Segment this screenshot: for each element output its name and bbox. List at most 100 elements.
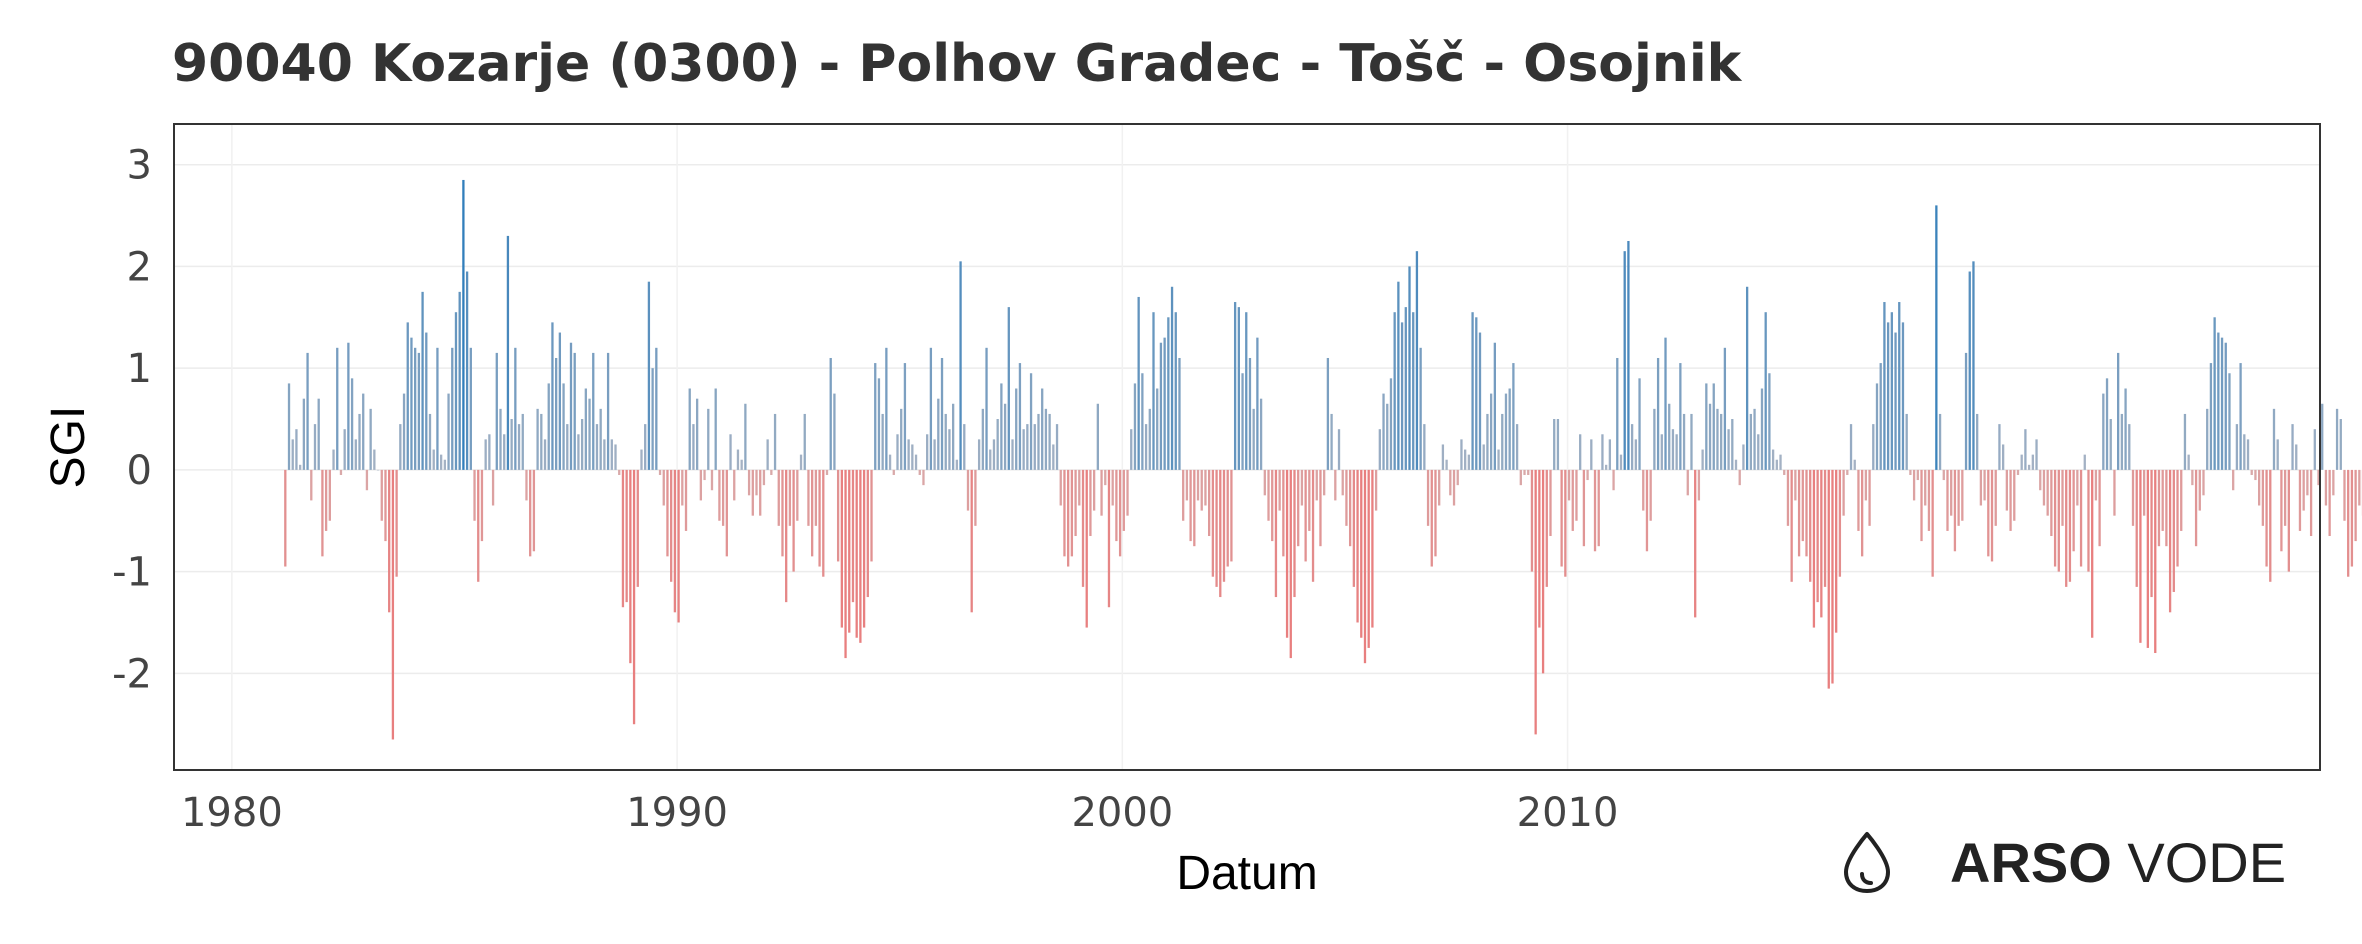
sgi-bar — [1337, 429, 1341, 470]
sgi-bar — [536, 408, 539, 470]
sgi-bar — [1304, 469, 1307, 562]
sgi-bar — [562, 383, 565, 470]
sgi-bar — [1979, 469, 1983, 506]
sgi-bar — [963, 424, 966, 470]
sgi-bar — [1211, 469, 1215, 577]
sgi-bar — [1734, 459, 1738, 470]
sgi-bar — [647, 281, 651, 470]
sgi-bar — [1378, 429, 1381, 470]
sgi-bar — [1204, 469, 1207, 506]
sgi-bar — [1642, 469, 1645, 511]
sgi-bar — [977, 439, 981, 470]
sgi-bar — [2213, 317, 2216, 470]
sgi-bar — [1408, 266, 1411, 470]
sgi-bar — [1708, 403, 1712, 470]
sgi-bar — [362, 393, 365, 470]
sgi-bar — [1471, 312, 1474, 470]
sgi-bar — [1482, 444, 1485, 470]
sgi-bar — [1575, 469, 1578, 521]
sgi-bar — [2287, 469, 2290, 572]
sgi-bar — [632, 469, 636, 725]
sgi-bar — [903, 363, 907, 470]
sgi-bar — [825, 469, 829, 475]
sgi-bar — [1668, 403, 1671, 470]
sgi-bar — [877, 378, 881, 470]
sgi-bar — [2139, 469, 2142, 643]
sgi-bar — [1460, 439, 1463, 470]
sgi-bar — [558, 332, 562, 470]
sgi-bar — [1126, 469, 1129, 516]
sgi-bar — [1041, 388, 1044, 470]
sgi-bar — [2358, 469, 2361, 506]
sgi-bar — [1742, 444, 1745, 470]
sgi-bar — [1208, 469, 1211, 537]
sgi-bar — [621, 469, 625, 608]
sgi-bar — [2309, 469, 2313, 537]
sgi-bar — [1137, 296, 1140, 470]
sgi-bar — [792, 469, 795, 572]
sgi-bar — [2269, 469, 2272, 582]
sgi-bar — [477, 469, 480, 582]
sgi-bar — [1044, 408, 1048, 470]
sgi-bar — [751, 469, 754, 516]
sgi-bar — [532, 469, 536, 552]
sgi-bar — [2094, 469, 2098, 501]
sgi-bar — [974, 469, 977, 526]
sgi-bar — [2146, 469, 2149, 648]
sgi-bar — [907, 439, 910, 470]
sgi-bar — [1812, 469, 1816, 628]
sgi-bar — [744, 403, 747, 470]
sgi-bar — [636, 469, 639, 587]
sgi-bar — [2168, 469, 2172, 613]
sgi-bar — [2176, 469, 2179, 567]
sgi-bar — [1527, 469, 1530, 475]
sgi-bar — [584, 388, 587, 470]
sgi-bar — [1541, 469, 1545, 674]
x-tick-label: 2010 — [1517, 790, 1619, 836]
sgi-bar — [1512, 363, 1515, 470]
sgi-bar — [1901, 322, 1905, 470]
sgi-bar — [1452, 469, 1456, 506]
x-tick-label: 1980 — [181, 790, 283, 836]
sgi-bar — [848, 469, 851, 633]
sgi-bar — [606, 352, 610, 470]
sgi-bar — [1579, 434, 1582, 470]
sgi-bar — [2246, 439, 2250, 470]
sgi-bar — [1423, 424, 1426, 470]
sgi-bar — [324, 469, 328, 531]
sgi-bar — [710, 469, 714, 491]
sgi-bar — [662, 469, 665, 506]
sgi-bar — [822, 469, 825, 577]
sgi-bar — [1092, 469, 1096, 511]
sgi-bar — [2335, 408, 2339, 470]
x-tick-label: 1990 — [626, 790, 728, 836]
sgi-bar — [811, 469, 814, 557]
sgi-bar — [2347, 469, 2350, 577]
sgi-bar — [1879, 363, 1882, 470]
sgi-bar — [2042, 469, 2046, 506]
sgi-bar — [1022, 429, 1025, 470]
sgi-bar — [625, 469, 628, 603]
sgi-bar — [2046, 469, 2049, 516]
sgi-bar — [2354, 469, 2357, 542]
sgi-bar — [814, 469, 818, 526]
sgi-bar — [1063, 469, 1066, 557]
sgi-bar — [1697, 469, 1701, 501]
sgi-bar — [1156, 388, 1159, 470]
sgi-bar — [1334, 469, 1337, 501]
sgi-bar — [2291, 424, 2294, 470]
sgi-bar — [1011, 439, 1014, 470]
sgi-bar — [851, 469, 855, 603]
sgi-bar — [1582, 469, 1586, 547]
sgi-bar — [885, 347, 888, 470]
sgi-bar — [2180, 469, 2183, 531]
sgi-bar — [759, 469, 762, 516]
sgi-bar — [577, 434, 580, 470]
sgi-bar — [2031, 454, 2034, 470]
sgi-bar — [287, 383, 291, 470]
arso-vode-logo: ARSO VODE — [1840, 822, 2286, 902]
sgi-bar — [2124, 388, 2127, 470]
sgi-bar — [484, 439, 487, 470]
sgi-bar — [1185, 469, 1189, 501]
